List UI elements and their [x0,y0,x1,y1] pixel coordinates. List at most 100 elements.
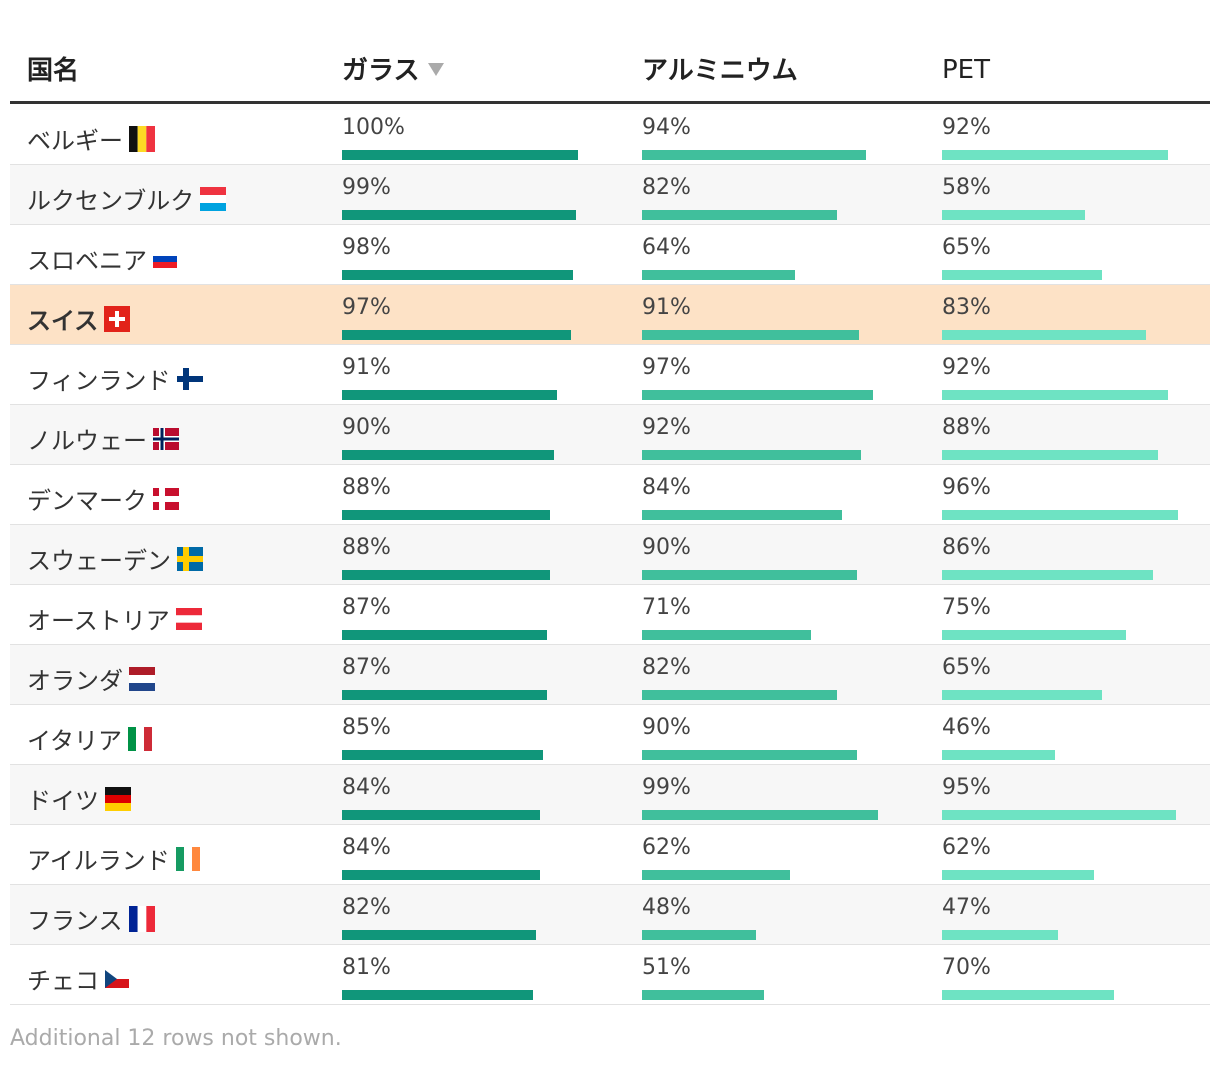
flag-icon [175,607,202,630]
country-name: イタリア [27,727,123,755]
value-label: 90% [642,535,691,560]
footer-note: Additional 12 rows not shown. [10,1026,342,1051]
table-row: アイルランド 84% 62% 62% [10,825,1210,885]
value-bar [942,870,1095,880]
value-label: 82% [642,175,691,200]
value-label: 92% [942,355,991,380]
table-row: ノルウェー 90% 92% 88% [10,405,1210,465]
flag-icon [128,726,153,751]
value-label: 48% [642,895,691,920]
value-bar [342,390,557,400]
table-row: ルクセンブルク 99% 82% 58% [10,165,1210,225]
value-label: 84% [342,835,391,860]
value-bar [342,210,576,220]
value-label: 84% [642,475,691,500]
table-row: オランダ 87% 82% 65% [10,645,1210,705]
flag-icon [200,186,227,211]
value-bar [942,570,1154,580]
sort-icon [428,62,445,76]
value-bar [942,390,1169,400]
value-bar [342,330,571,340]
value-bar [642,630,812,640]
country-cell: オーストリア [27,601,202,636]
value-label: 95% [942,775,991,800]
table-row: フランス 82% 48% 47% [10,885,1210,945]
value-bar [642,330,859,340]
value-bar [342,570,550,580]
value-label: 83% [942,295,991,320]
value-bar [342,750,543,760]
country-name: ベルギー [27,127,123,155]
value-bar [942,690,1102,700]
value-bar [642,750,857,760]
country-cell: スロベニア [27,241,177,276]
value-bar [642,450,862,460]
country-name: スイス [27,307,99,335]
value-label: 85% [342,715,391,740]
value-label: 47% [942,895,991,920]
header-pet[interactable]: PET [942,55,990,85]
value-bar [342,510,550,520]
value-bar [342,270,574,280]
flag-icon [177,546,203,571]
value-bar [342,630,548,640]
value-label: 92% [642,415,691,440]
value-bar [642,150,867,160]
value-bar [942,450,1159,460]
table-row: チェコ 81% 51% 70% [10,945,1210,1005]
value-bar [942,270,1102,280]
flag-icon [105,786,131,811]
country-name: チェコ [27,967,99,995]
value-bar [342,150,578,160]
value-label: 82% [342,895,391,920]
flag-icon [105,969,129,988]
value-bar [342,870,541,880]
value-bar [942,810,1176,820]
table-row: ドイツ 84% 99% 95% [10,765,1210,825]
value-bar [642,510,843,520]
country-name: スウェーデン [27,547,171,575]
value-label: 86% [942,535,991,560]
value-label: 91% [342,355,391,380]
value-label: 97% [342,295,391,320]
country-cell: チェコ [27,961,129,996]
table-row: デンマーク 88% 84% 96% [10,465,1210,525]
country-name: オランダ [27,667,123,695]
flag-icon [175,846,200,871]
value-label: 75% [942,595,991,620]
value-label: 99% [642,775,691,800]
table-row: イタリア 85% 90% 46% [10,705,1210,765]
value-label: 65% [942,655,991,680]
value-label: 87% [342,655,391,680]
flag-icon [129,125,155,152]
value-bar [642,810,878,820]
value-bar [942,210,1085,220]
value-label: 58% [942,175,991,200]
table-row: ベルギー 100% 94% 92% [10,105,1210,165]
value-label: 88% [342,535,391,560]
value-bar [942,150,1169,160]
value-label: 91% [642,295,691,320]
country-cell: スウェーデン [27,541,203,576]
flag-icon [153,249,177,268]
header-rule [10,101,1210,104]
value-bar [342,810,541,820]
value-bar [642,690,838,700]
country-name: デンマーク [27,487,147,515]
country-cell: ドイツ [27,781,131,816]
value-label: 62% [642,835,691,860]
table-row: オーストリア 87% 71% 75% [10,585,1210,645]
header-aluminium[interactable]: アルミニウム [642,56,798,86]
country-cell: ノルウェー [27,421,179,456]
value-label: 99% [342,175,391,200]
value-bar [642,570,857,580]
country-cell: フィンランド [27,361,203,396]
header-glass-text: ガラス [342,56,420,86]
country-cell: オランダ [27,661,155,696]
flag-icon [176,367,203,390]
country-name: ドイツ [27,787,99,815]
header-glass[interactable]: ガラス [342,50,445,87]
value-bar [942,750,1056,760]
country-cell: アイルランド [27,841,200,876]
